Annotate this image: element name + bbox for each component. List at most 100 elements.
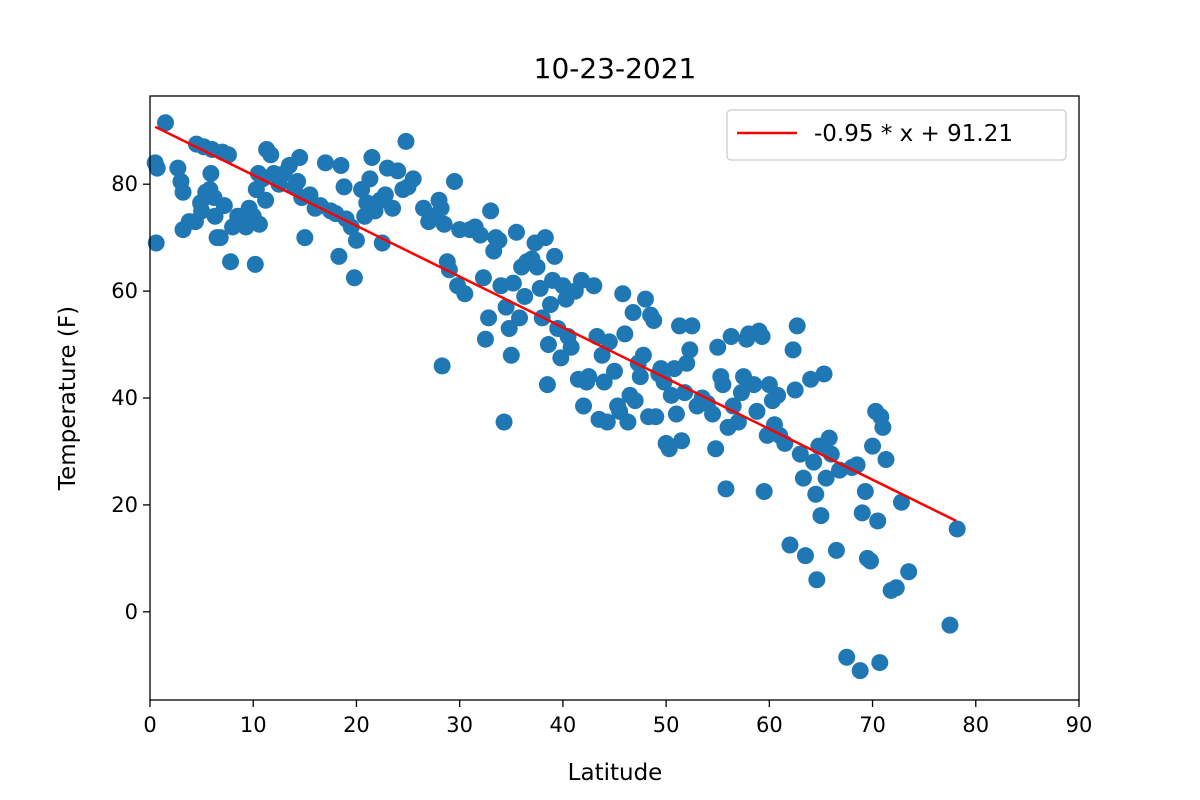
chart-title: 10-23-2021 <box>534 52 697 85</box>
data-point-167 <box>667 405 685 423</box>
data-point-147 <box>616 325 634 343</box>
legend: -0.95 * x + 91.21 <box>726 109 1067 161</box>
x-tick-label-10: 10 <box>240 713 267 737</box>
data-point-120 <box>539 336 557 354</box>
data-point-209 <box>796 547 814 565</box>
data-point-56 <box>332 156 350 174</box>
x-tick-label-20: 20 <box>343 713 370 737</box>
data-point-35 <box>250 215 268 233</box>
data-point-24 <box>219 146 237 164</box>
data-point-233 <box>871 654 889 672</box>
data-point-139 <box>593 346 611 364</box>
data-point-203 <box>781 536 799 554</box>
data-point-4 <box>169 159 187 177</box>
data-point-211 <box>805 453 823 471</box>
data-point-59 <box>342 218 360 236</box>
data-point-45 <box>289 173 307 191</box>
data-point-155 <box>636 290 654 308</box>
y-tick-label-0: 0 <box>125 600 138 624</box>
data-point-213 <box>808 571 826 589</box>
data-point-60 <box>345 269 363 287</box>
data-point-0 <box>147 234 165 252</box>
data-point-142 <box>600 333 618 351</box>
data-point-207 <box>791 445 809 463</box>
data-point-154 <box>634 346 652 364</box>
data-point-109 <box>511 309 529 327</box>
data-point-2 <box>148 159 166 177</box>
data-point-46 <box>291 148 309 166</box>
data-point-212 <box>807 485 825 503</box>
data-point-119 <box>538 376 556 394</box>
data-point-168 <box>671 317 689 335</box>
data-point-150 <box>624 303 642 321</box>
data-point-195 <box>755 483 773 501</box>
data-point-169 <box>673 432 691 450</box>
data-point-206 <box>788 317 806 335</box>
data-point-230 <box>864 437 882 455</box>
data-point-88 <box>446 173 464 191</box>
data-point-71 <box>376 186 394 204</box>
data-point-238 <box>887 579 905 597</box>
data-point-187 <box>732 384 750 402</box>
data-point-240 <box>900 563 918 581</box>
data-point-52 <box>316 154 334 172</box>
data-point-184 <box>722 328 740 346</box>
data-point-217 <box>817 469 835 487</box>
data-point-116 <box>531 279 549 297</box>
data-point-192 <box>748 402 766 420</box>
data-point-135 <box>580 368 598 386</box>
data-point-191 <box>745 376 763 394</box>
data-point-159 <box>647 408 665 426</box>
data-point-172 <box>681 341 699 359</box>
y-axis: 0 20 40 60 80 <box>111 172 150 624</box>
data-point-208 <box>794 469 812 487</box>
data-point-148 <box>619 413 637 431</box>
data-point-242 <box>948 520 966 538</box>
data-point-66 <box>363 148 381 166</box>
data-point-70 <box>373 234 391 252</box>
x-axis-label: Latitude <box>568 760 663 786</box>
data-point-107 <box>504 274 522 292</box>
data-point-141 <box>598 413 616 431</box>
data-point-48 <box>296 229 314 247</box>
data-point-74 <box>389 162 407 180</box>
data-point-164 <box>660 440 678 458</box>
data-point-86 <box>433 357 451 375</box>
data-point-23 <box>215 197 233 215</box>
data-point-78 <box>404 170 422 188</box>
data-point-101 <box>490 231 508 249</box>
data-point-133 <box>575 397 593 415</box>
data-point-204 <box>784 341 802 359</box>
data-point-239 <box>892 493 910 511</box>
y-tick-label-80: 80 <box>111 172 138 196</box>
data-point-236 <box>877 450 895 468</box>
data-point-210 <box>802 370 820 388</box>
data-point-205 <box>786 381 804 399</box>
data-point-232 <box>869 512 887 530</box>
data-point-115 <box>528 258 546 276</box>
y-tick-label-40: 40 <box>111 386 138 410</box>
x-tick-label-0: 0 <box>143 713 156 737</box>
data-point-3 <box>156 114 174 132</box>
data-point-215 <box>812 507 830 525</box>
data-point-103 <box>495 413 513 431</box>
data-point-97 <box>480 309 498 327</box>
data-point-146 <box>614 285 632 303</box>
data-point-37 <box>257 191 275 209</box>
data-point-222 <box>838 648 856 666</box>
data-point-171 <box>678 354 696 372</box>
data-point-94 <box>471 226 489 244</box>
data-point-181 <box>714 376 732 394</box>
data-point-216 <box>815 365 833 383</box>
y-tick-label-20: 20 <box>111 493 138 517</box>
x-tick-label-80: 80 <box>962 713 989 737</box>
data-point-143 <box>606 362 623 380</box>
legend-box <box>726 109 1067 161</box>
data-point-49 <box>301 186 319 204</box>
data-point-227 <box>856 483 874 501</box>
regression-line <box>154 125 957 522</box>
x-tick-label-70: 70 <box>859 713 886 737</box>
data-point-83 <box>432 199 450 217</box>
data-point-200 <box>769 386 787 404</box>
data-point-241 <box>941 616 959 634</box>
